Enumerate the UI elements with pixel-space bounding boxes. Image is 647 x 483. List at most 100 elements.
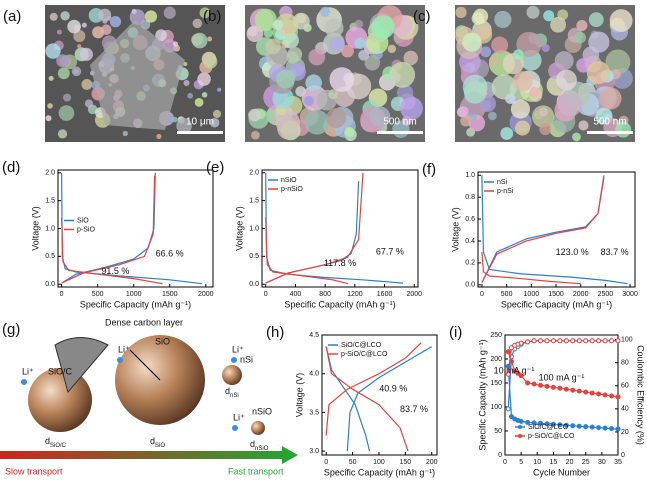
grain xyxy=(403,50,418,66)
x-tick-label: 100 xyxy=(373,459,385,466)
y-tick-label: 4.0 xyxy=(309,371,319,378)
x-tick-label: 35 xyxy=(614,459,622,466)
scale-bar-label: 10 μm xyxy=(186,117,214,128)
grain xyxy=(277,117,300,140)
x-tick-label: 5 xyxy=(519,459,523,466)
grain xyxy=(588,31,610,53)
data-point xyxy=(518,340,524,346)
series-line xyxy=(325,342,422,452)
grain xyxy=(81,78,93,90)
x-tick-label: 50 xyxy=(349,459,357,466)
plot-frame xyxy=(321,334,438,456)
x-tick-label: 2500 xyxy=(598,291,614,298)
series-line xyxy=(481,177,605,285)
y2-tick-label: 0 xyxy=(621,452,625,459)
scale-bar-label: 500 nm xyxy=(593,117,626,128)
grain xyxy=(304,109,330,135)
grain xyxy=(578,120,589,131)
particle xyxy=(251,421,265,435)
legend-label: nSi xyxy=(497,179,508,186)
data-point xyxy=(550,421,556,427)
panel-label: (d) xyxy=(2,159,20,176)
y-tick-label: 1.5 xyxy=(45,197,55,204)
grain xyxy=(57,129,68,139)
grain xyxy=(328,89,339,100)
y-tick-label: 0.0 xyxy=(249,281,259,288)
grain xyxy=(539,107,549,117)
grain xyxy=(344,127,355,138)
x-tick-label: 1500 xyxy=(548,291,564,298)
legend-label: nSiO xyxy=(281,177,297,184)
series-line xyxy=(265,172,364,285)
size-subscript: SiO xyxy=(155,443,165,449)
y2-tick-label: 80 xyxy=(621,360,629,367)
y-axis-title: Specific Capacity (mAh g⁻¹) xyxy=(477,339,487,450)
grain xyxy=(209,117,220,128)
legend-label: SiO/C@LCO xyxy=(528,424,569,431)
y2-axis-title: Coulombic Efficiency (%) xyxy=(636,345,646,445)
annotation: 83.7 % xyxy=(601,247,629,257)
x-tick-label: 1600 xyxy=(377,291,393,298)
ion xyxy=(21,379,27,385)
data-point xyxy=(544,338,550,344)
data-point xyxy=(531,338,537,344)
data-point xyxy=(512,368,518,374)
data-point xyxy=(576,388,582,394)
annotation: 83.7 % xyxy=(400,404,428,414)
size-label: dSiO xyxy=(150,436,165,448)
grain xyxy=(282,32,299,49)
x-tick-label: 25 xyxy=(582,459,590,466)
grain xyxy=(56,29,62,35)
x-tick-label: 500 xyxy=(501,291,513,298)
legend-marker xyxy=(518,434,522,438)
transport-arrow xyxy=(0,446,298,464)
grain xyxy=(512,71,533,92)
y-tick-label: 0.0 xyxy=(45,281,55,288)
grain xyxy=(574,31,586,44)
data-point xyxy=(550,384,556,390)
y-tick-label: 2.0 xyxy=(249,170,259,177)
annotation: 67.7 % xyxy=(376,246,404,256)
grain xyxy=(308,48,326,66)
grain xyxy=(494,10,512,29)
grain xyxy=(292,12,310,30)
grain xyxy=(462,32,482,52)
x-axis-title: Specific Capacity (mAh g⁻¹) xyxy=(501,299,612,309)
grain xyxy=(329,67,355,92)
grain xyxy=(369,106,391,127)
grain xyxy=(176,117,192,134)
legend-label: SiO/C@LCO xyxy=(341,342,382,349)
y-tick-label: 150 xyxy=(490,380,502,387)
grain xyxy=(400,97,423,120)
grain xyxy=(320,6,331,17)
grain xyxy=(576,57,591,73)
x-tick-label: 2000 xyxy=(406,291,422,298)
annotation: 66.6 % xyxy=(156,249,184,259)
data-point xyxy=(589,338,595,344)
grain xyxy=(197,72,211,86)
y-tick-label: 0.6 xyxy=(465,216,475,223)
grain xyxy=(609,9,633,32)
x-axis-title: Specific Capacity (mAh g⁻¹) xyxy=(80,299,191,309)
grain xyxy=(265,38,281,55)
legend-label: p-nSiO xyxy=(281,186,303,193)
grain xyxy=(550,16,567,33)
grain xyxy=(109,15,122,28)
y2-tick-label: 100 xyxy=(621,336,633,343)
grain xyxy=(248,108,261,122)
size-label: dSiO/C xyxy=(45,436,67,448)
grain xyxy=(49,12,58,21)
grain xyxy=(358,49,370,61)
grain xyxy=(77,44,82,49)
x-tick-label: 0 xyxy=(264,291,268,298)
x-tick-label: 2000 xyxy=(573,291,589,298)
x-tick-label: 1000 xyxy=(524,291,540,298)
y-tick-label: 3.0 xyxy=(309,448,319,455)
grain xyxy=(276,69,295,89)
x-tick-label: 800 xyxy=(319,291,331,298)
data-point xyxy=(557,338,563,344)
x-tick-label: 0 xyxy=(60,291,64,298)
data-point xyxy=(609,338,615,344)
ion-label: Li⁺ xyxy=(233,412,245,422)
legend-label: SiO xyxy=(77,217,89,224)
